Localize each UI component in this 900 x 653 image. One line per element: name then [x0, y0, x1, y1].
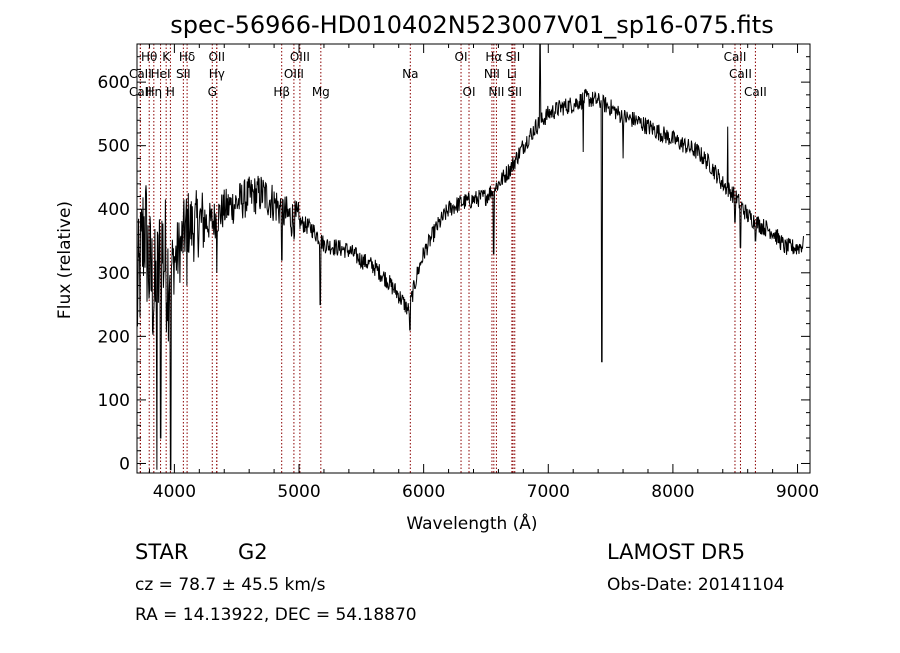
line-marker-label: H: [166, 85, 175, 99]
x-tick-label: 5000: [277, 482, 320, 502]
line-marker-label: Mg: [312, 85, 330, 99]
line-marker-label: OIII: [290, 50, 310, 64]
line-marker-label: Hγ: [209, 67, 225, 81]
line-marker-label: Li: [507, 67, 517, 81]
line-marker-label: HeI: [151, 67, 171, 81]
survey-label: LAMOST DR5: [607, 540, 745, 564]
x-tick-label: 4000: [153, 482, 196, 502]
plot-frame: [136, 43, 811, 474]
redshift-cz: cz = 78.7 ± 45.5 km/s: [135, 575, 326, 595]
y-tick-label: 600: [98, 73, 130, 93]
line-marker-label: SII: [176, 67, 191, 81]
line-marker-label: OIII: [284, 67, 304, 81]
line-marker-label: OII: [208, 50, 225, 64]
object-subclass: G2: [238, 540, 268, 564]
y-tick-label: 400: [98, 200, 130, 220]
line-marker-label: CaII: [724, 50, 747, 64]
x-tick-label: 7000: [527, 482, 570, 502]
y-tick-label: 0: [119, 454, 130, 474]
x-axis-label: Wavelength (Å): [406, 512, 537, 534]
y-axis-label: Flux (relative): [55, 201, 75, 319]
line-marker-label: CaII: [729, 67, 752, 81]
line-marker-label: CaII: [129, 85, 152, 99]
line-marker-label: CaII: [129, 67, 152, 81]
line-marker-label: Hβ: [273, 85, 290, 99]
object-class: STAR: [135, 540, 188, 564]
x-tick-label: 8000: [651, 482, 694, 502]
obs-date: Obs-Date: 20141104: [607, 575, 784, 595]
line-marker-label: Na: [402, 67, 418, 81]
ra-dec-coordinates: RA = 14.13922, DEC = 54.18870: [135, 605, 417, 625]
line-marker-label: G: [208, 85, 217, 99]
line-marker-label: OI: [463, 85, 476, 99]
x-axis: 4000 5000 6000 7000 8000 9000: [148, 44, 819, 502]
line-marker-label: Hα: [485, 50, 502, 64]
line-marker-label: Hθ: [141, 50, 157, 64]
line-marker-label: Hη: [146, 85, 163, 99]
y-tick-label: 200: [98, 327, 130, 347]
line-marker-label: OI: [455, 50, 468, 64]
spectrum-line: [136, 43, 804, 471]
line-marker-label: NII: [484, 67, 500, 81]
y-tick-label: 500: [98, 137, 130, 157]
line-marker-label: K: [162, 50, 171, 64]
line-marker-label: NII: [488, 85, 504, 99]
line-marker-label: SII: [506, 50, 521, 64]
x-tick-label: 6000: [402, 482, 445, 502]
y-axis: 0 100 200 300 400 500 600: [98, 56, 810, 474]
chart-title: spec-56966-HD010402N523007V01_sp16-075.f…: [170, 11, 773, 39]
line-marker-label: SII: [507, 85, 522, 99]
line-marker-label: Hδ: [179, 50, 195, 64]
y-tick-label: 300: [98, 264, 130, 284]
y-tick-label: 100: [98, 391, 130, 411]
line-marker-label: CaII: [744, 85, 767, 99]
x-tick-label: 9000: [776, 482, 819, 502]
